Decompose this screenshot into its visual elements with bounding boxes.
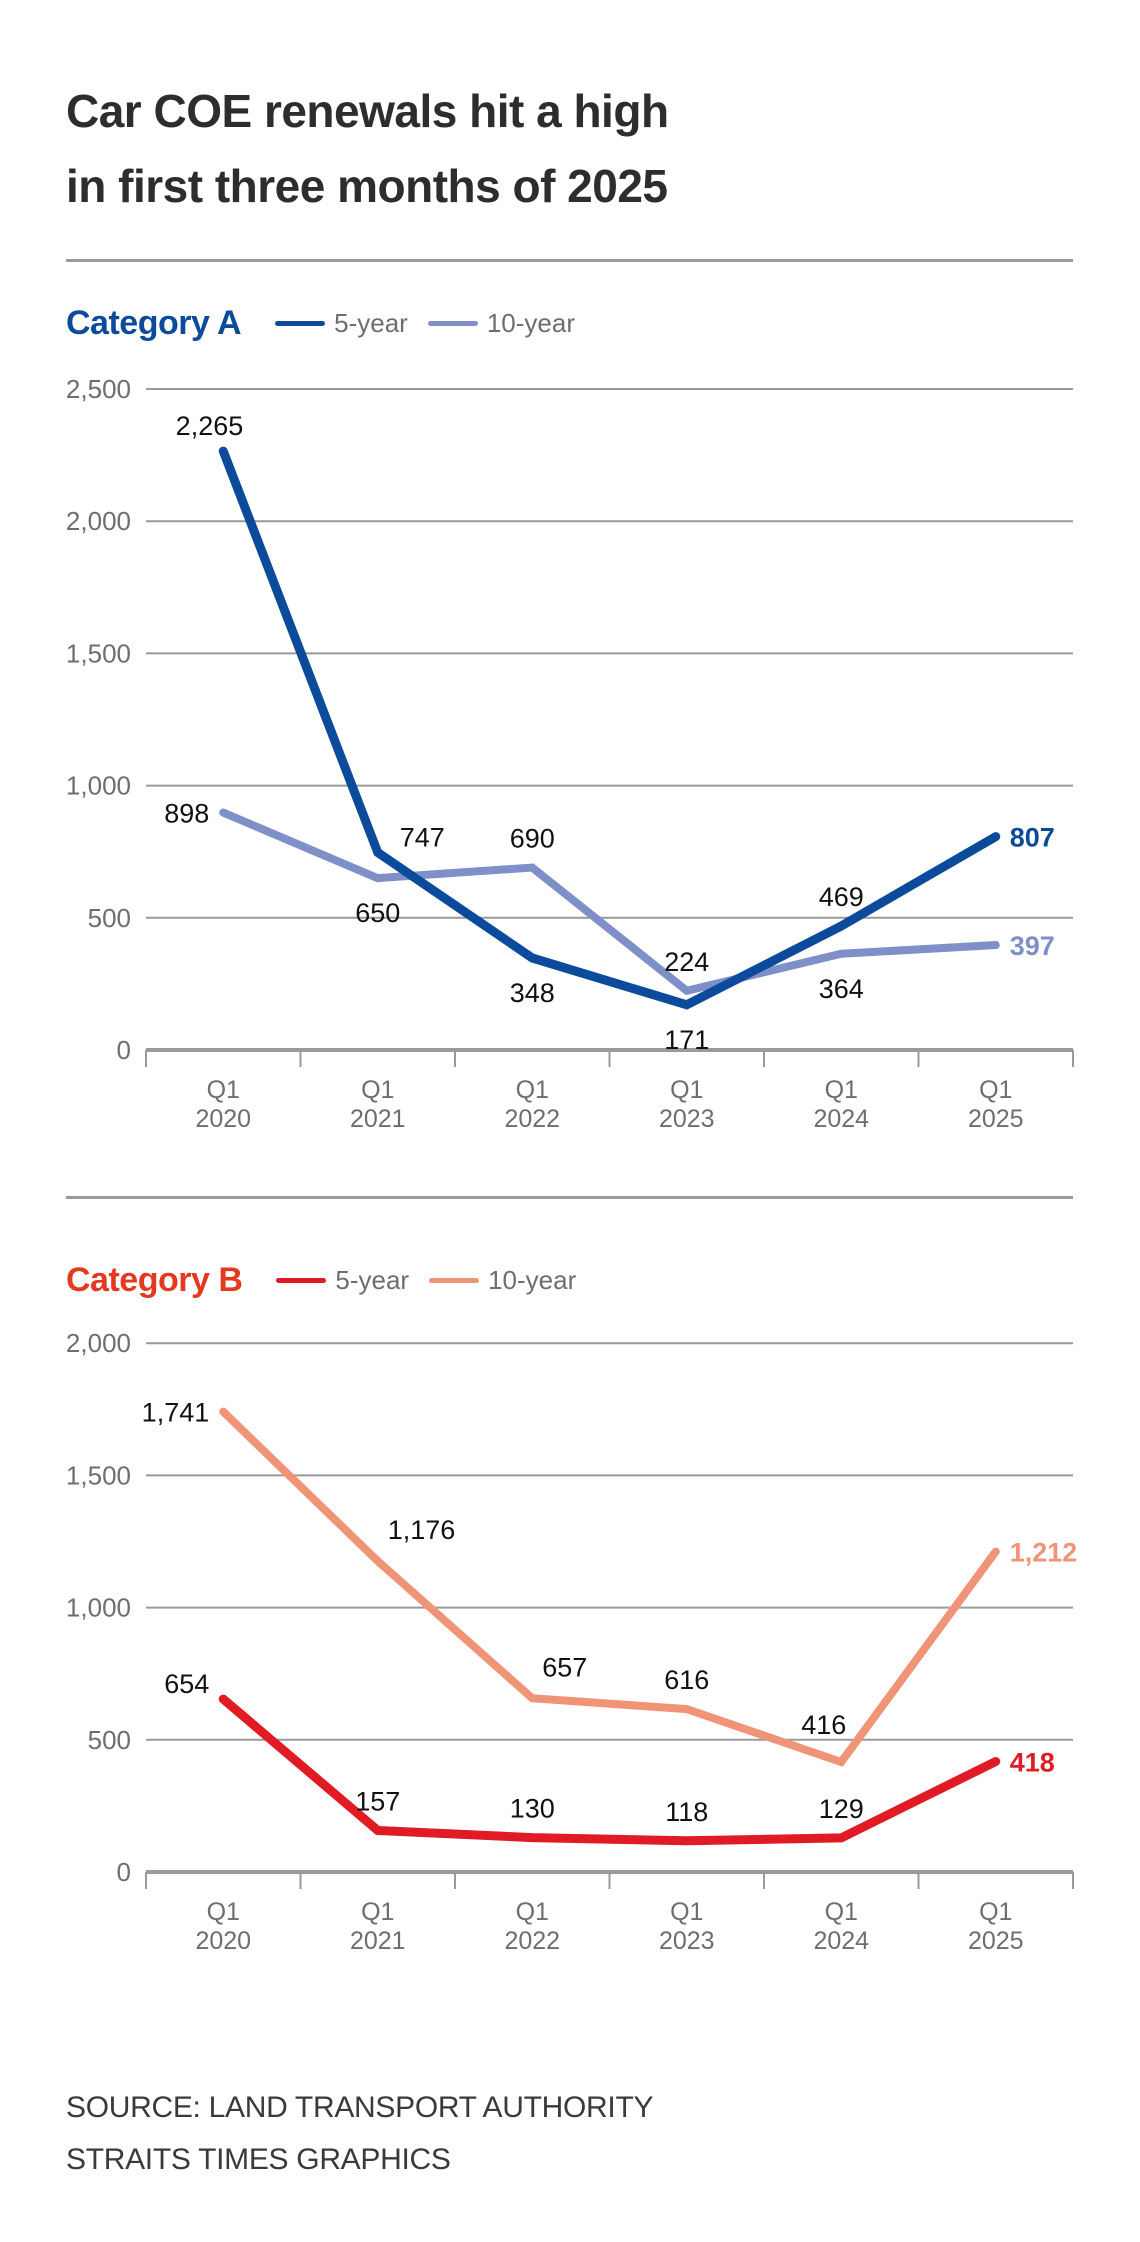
data-label-10-year: 416	[801, 1710, 846, 1740]
x-tick-label-quarter: Q1	[670, 1076, 703, 1104]
legend-swatch-a-5-year	[275, 321, 326, 326]
category-b-title: Category B	[66, 1261, 243, 1299]
legend-label-b-10-year: 10-year	[488, 1265, 577, 1295]
x-tick-label-year: 2021	[350, 1105, 406, 1133]
legend-item-b-10-year: 10-year	[429, 1265, 576, 1296]
x-tick-label-quarter: Q1	[361, 1898, 394, 1926]
y-tick-label: 1,000	[66, 771, 131, 801]
y-tick-label: 1,000	[66, 1593, 131, 1623]
x-tick-label-quarter: Q1	[979, 1898, 1012, 1926]
series-line-10-year	[219, 1407, 1000, 1767]
y-tick-label: 2,500	[66, 374, 131, 404]
data-label-10-year: 657	[542, 1652, 587, 1682]
middle-divider	[66, 1196, 1073, 1199]
data-label-5-year: 807	[1010, 823, 1055, 853]
legend-swatch-a-10-year	[427, 321, 478, 326]
x-tick-label-year: 2023	[659, 1927, 715, 1955]
data-label-5-year: 348	[510, 978, 555, 1008]
x-tick-label-quarter: Q1	[979, 1076, 1012, 1104]
legend-item-a-10-year: 10-year	[427, 308, 575, 339]
x-tick-label-year: 2022	[504, 1927, 560, 1955]
data-label-10-year: 1,741	[142, 1398, 210, 1428]
footer: SOURCE: LAND TRANSPORT AUTHORITY STRAITS…	[66, 2082, 653, 2186]
x-tick-label-quarter: Q1	[207, 1076, 240, 1104]
x-tick-label-quarter: Q1	[825, 1898, 858, 1926]
data-label-5-year: 157	[355, 1786, 400, 1816]
legend-swatch-b-5-year	[276, 1278, 327, 1283]
legend-label-b-5-year: 5-year	[335, 1265, 410, 1295]
data-label-5-year: 2,265	[176, 411, 244, 441]
x-tick-label-year: 2024	[813, 1927, 869, 1955]
x-tick-label-year: 2024	[813, 1105, 869, 1133]
x-tick-label-quarter: Q1	[361, 1076, 394, 1104]
data-label-10-year: 650	[355, 898, 400, 928]
x-tick-label-quarter: Q1	[825, 1076, 858, 1104]
series-line-10-year	[219, 808, 1000, 996]
series-line-5-year	[218, 446, 1001, 1010]
title-line-2: in first three months of 2025	[66, 160, 668, 212]
x-tick-label-year: 2023	[659, 1105, 715, 1133]
data-label-5-year: 129	[819, 1794, 864, 1824]
x-tick-label-year: 2020	[195, 1105, 251, 1133]
data-label-5-year: 130	[510, 1794, 555, 1824]
data-label-10-year: 1,212	[1010, 1538, 1078, 1568]
legend-item-b-5-year: 5-year	[276, 1265, 409, 1296]
x-tick-label-quarter: Q1	[207, 1898, 240, 1926]
x-tick-label-quarter: Q1	[516, 1898, 549, 1926]
y-tick-label: 1,500	[66, 638, 131, 668]
data-label-5-year: 654	[164, 1669, 209, 1699]
data-label-10-year: 1,176	[388, 1515, 456, 1545]
source-note: SOURCE: LAND TRANSPORT AUTHORITY	[66, 2091, 654, 2124]
data-label-10-year: 616	[664, 1665, 709, 1695]
x-tick-label-year: 2020	[195, 1927, 251, 1955]
category-a-chart: 05001,0001,5002,0002,500Q12020Q12021Q120…	[66, 374, 1074, 1133]
x-tick-label-year: 2022	[504, 1105, 560, 1133]
y-tick-label: 2,000	[66, 506, 131, 536]
x-tick-label-year: 2025	[968, 1105, 1024, 1133]
y-tick-label: 2,000	[66, 1328, 131, 1358]
x-tick-label-quarter: Q1	[670, 1898, 703, 1926]
category-a-legend: Category A 5-year 10-year	[66, 304, 595, 343]
series-line-5-year	[218, 1694, 1001, 1846]
y-tick-label: 1,500	[66, 1460, 131, 1490]
y-tick-label: 0	[117, 1857, 131, 1887]
data-label-5-year: 469	[819, 882, 864, 912]
y-tick-label: 500	[88, 903, 131, 933]
data-label-5-year: 418	[1010, 1747, 1055, 1777]
data-label-10-year: 224	[664, 947, 709, 977]
legend-item-a-5-year: 5-year	[275, 308, 408, 339]
legend-swatch-b-10-year	[429, 1278, 480, 1283]
data-label-10-year: 364	[819, 974, 864, 1004]
legend-label-a-10-year: 10-year	[486, 308, 575, 338]
graphics-credit: STRAITS TIMES GRAPHICS	[66, 2143, 451, 2176]
data-label-10-year: 397	[1010, 931, 1055, 961]
top-divider	[66, 259, 1073, 262]
data-label-5-year: 118	[665, 1797, 708, 1827]
data-label-10-year: 690	[510, 824, 555, 854]
data-label-10-year: 898	[164, 799, 209, 829]
data-label-5-year: 171	[664, 1025, 709, 1055]
category-b-legend: Category B 5-year 10-year	[66, 1261, 596, 1300]
x-tick-label-quarter: Q1	[516, 1076, 549, 1104]
x-tick-label-year: 2021	[350, 1927, 406, 1955]
y-tick-label: 500	[88, 1725, 131, 1755]
x-tick-label-year: 2025	[968, 1927, 1024, 1955]
y-tick-label: 0	[117, 1035, 131, 1065]
title-line-1: Car COE renewals hit a high	[66, 85, 669, 137]
legend-label-a-5-year: 5-year	[334, 308, 408, 338]
data-label-5-year: 747	[400, 822, 445, 852]
category-b-chart: 05001,0001,5002,000Q12020Q12021Q12022Q12…	[66, 1328, 1078, 1955]
chart-title: Car COE renewals hit a high in first thr…	[66, 74, 669, 224]
category-a-title: Category A	[66, 304, 242, 342]
